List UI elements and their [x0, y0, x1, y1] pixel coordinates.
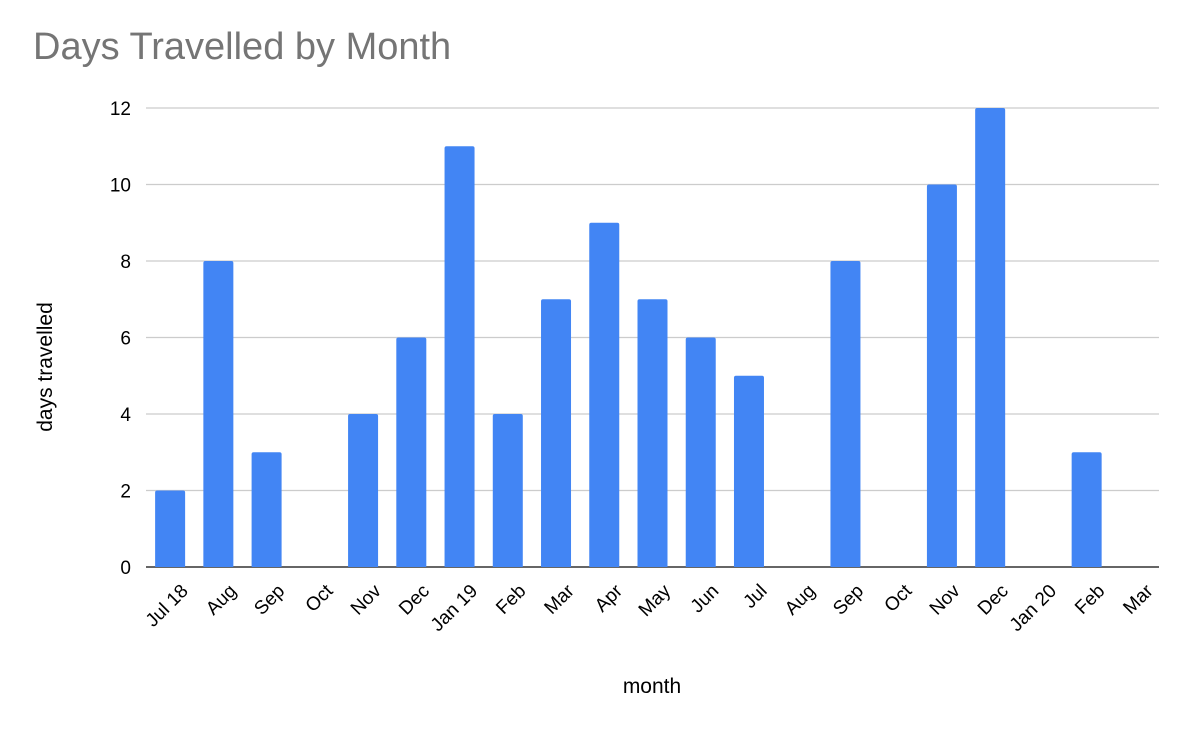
- bar: [637, 299, 668, 567]
- y-tick-label: 2: [120, 482, 131, 503]
- y-axis-ticks: 0 2 4 6 8 10 12: [110, 99, 132, 579]
- x-tick-label: Jun: [687, 581, 724, 618]
- x-tick-label: Dec: [395, 581, 434, 620]
- bar: [203, 261, 234, 567]
- x-tick-label: Mar: [541, 580, 579, 618]
- bar: [830, 261, 861, 567]
- y-tick-label: 10: [110, 176, 131, 197]
- x-tick-label: Feb: [1071, 581, 1109, 619]
- bar: [348, 414, 379, 567]
- x-tick-label: Oct: [881, 580, 917, 616]
- y-tick-label: 0: [120, 558, 131, 579]
- x-tick-label: Nov: [926, 580, 965, 619]
- bar: [1071, 452, 1102, 567]
- y-axis-title: days travelled: [34, 302, 57, 432]
- bar: [685, 337, 716, 567]
- x-tick-label: Jan 19: [427, 581, 482, 636]
- x-tick-label: Mar: [1119, 580, 1157, 618]
- y-tick-label: 6: [120, 329, 131, 350]
- x-tick-label: Nov: [347, 580, 386, 619]
- x-tick-label: Dec: [974, 581, 1013, 620]
- x-axis-title: month: [623, 675, 681, 698]
- bar: [733, 375, 764, 567]
- bar: [396, 337, 427, 567]
- bar: [589, 222, 620, 567]
- x-tick-label: May: [635, 580, 676, 621]
- y-tick-label: 12: [110, 99, 131, 120]
- x-tick-label: Jul: [740, 581, 772, 613]
- bar: [541, 299, 572, 567]
- bar: [975, 108, 1006, 567]
- x-tick-label: Jan 20: [1006, 581, 1061, 636]
- bar: [926, 184, 957, 567]
- bar: [251, 452, 282, 567]
- bar: [492, 414, 523, 567]
- bar: [155, 490, 186, 567]
- x-tick-label: Oct: [302, 580, 338, 616]
- x-tick-label: Aug: [202, 581, 241, 620]
- bars: [155, 108, 1102, 567]
- x-tick-label: Apr: [591, 580, 627, 616]
- x-tick-label: Jul 18: [142, 581, 193, 632]
- y-tick-label: 8: [120, 252, 131, 273]
- x-tick-label: Aug: [781, 581, 820, 620]
- bar: [444, 146, 475, 567]
- y-tick-label: 4: [120, 405, 131, 426]
- x-tick-label: Sep: [250, 581, 289, 620]
- x-tick-label: Feb: [492, 581, 530, 619]
- x-tick-label: Sep: [829, 581, 868, 620]
- chart-title: Days Travelled by Month: [33, 26, 452, 68]
